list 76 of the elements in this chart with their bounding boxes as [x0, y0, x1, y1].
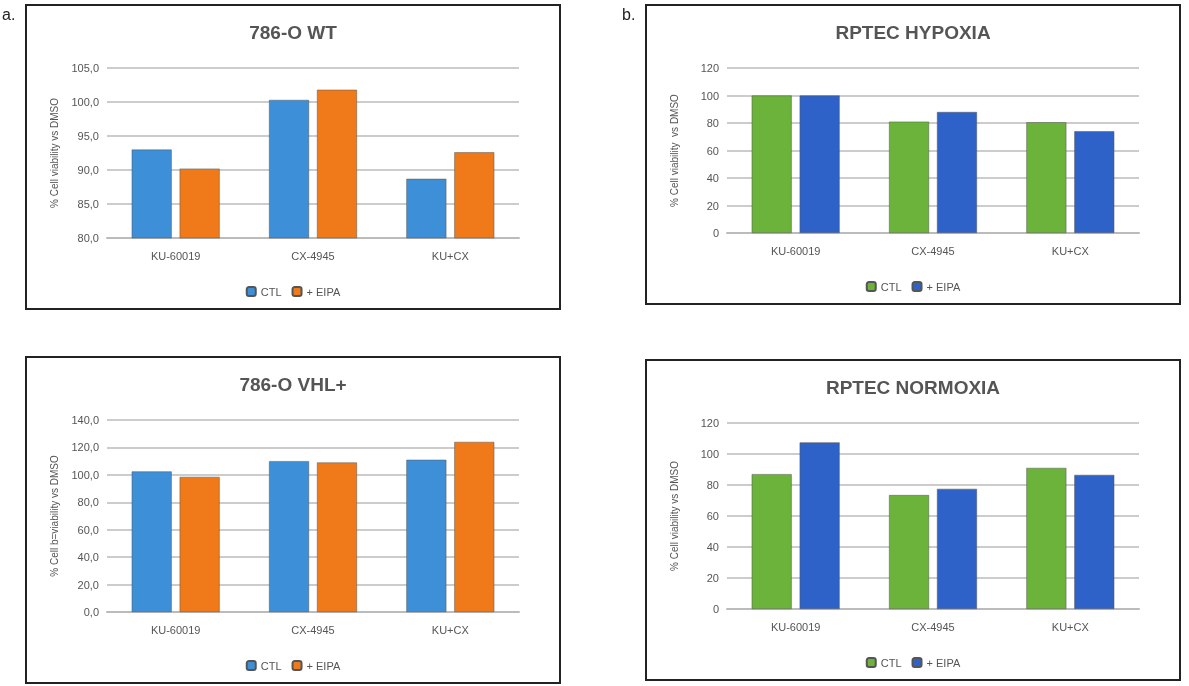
bar — [454, 441, 495, 612]
bar — [751, 95, 792, 233]
x-tick-label: KU+CX — [1051, 244, 1090, 257]
bar — [751, 474, 792, 609]
bar — [937, 112, 977, 233]
y-tick-label: 0 — [712, 227, 719, 239]
legend-label: + EIPA — [926, 656, 961, 669]
y-tick-label: 140,0 — [71, 414, 99, 426]
bar — [889, 121, 929, 233]
legend-label: + EIPA — [306, 659, 341, 672]
x-tick-label: KU+CX — [1051, 620, 1090, 633]
legend-label: CTL — [260, 659, 282, 672]
bar — [1074, 131, 1115, 233]
x-tick-label: CX-4945 — [911, 244, 955, 257]
x-tick-label: KU-60019 — [770, 244, 821, 257]
y-tick-label: 20 — [706, 572, 719, 584]
y-tick-label: 40 — [706, 172, 719, 184]
legend-label: + EIPA — [926, 280, 961, 293]
y-tick-label: 80,0 — [77, 496, 99, 509]
y-tick-label: 80 — [706, 117, 719, 129]
y-axis-title: % Cell viability vs DMSO — [668, 93, 680, 207]
bar — [799, 442, 840, 609]
y-tick-label: 100,0 — [71, 468, 99, 481]
legend-label: CTL — [880, 656, 902, 669]
bar — [799, 95, 840, 233]
y-tick-label: 100 — [700, 448, 719, 460]
y-axis-title: % Cell viability vs DMSO — [48, 97, 60, 209]
chart-title: 786-O VHL+ — [239, 374, 347, 395]
x-tick-label: CX-4945 — [911, 620, 955, 633]
y-tick-label: 60 — [706, 144, 719, 157]
y-tick-label: 0 — [712, 603, 719, 615]
y-tick-label: 85,0 — [77, 198, 99, 210]
y-tick-label: 120 — [700, 417, 719, 429]
y-tick-label: 95,0 — [77, 130, 99, 142]
x-tick-label: CX-4945 — [291, 249, 335, 262]
y-tick-label: 60,0 — [77, 523, 99, 536]
y-tick-label: 100 — [700, 89, 719, 102]
chart-title: 786-O WT — [249, 22, 338, 43]
y-tick-label: 100,0 — [71, 96, 99, 108]
x-tick-label: KU-60019 — [150, 249, 201, 262]
bar — [1026, 122, 1067, 233]
bar — [1074, 474, 1115, 609]
y-tick-label: 90,0 — [77, 164, 99, 176]
chart-title: RPTEC HYPOXIA — [835, 22, 991, 43]
y-axis-title: % Cell viability vs DMSO — [668, 460, 680, 572]
legend-label: + EIPA — [306, 285, 341, 298]
y-tick-label: 40,0 — [77, 551, 99, 564]
legend-label: CTL — [880, 280, 902, 293]
legend-label: CTL — [260, 285, 282, 298]
y-tick-label: 105,0 — [71, 62, 99, 74]
x-tick-label: KU-60019 — [770, 620, 821, 633]
y-axis-title: % Cell b=viability vs DMSO — [48, 455, 60, 577]
bar — [179, 476, 220, 612]
x-tick-label: CX-4945 — [291, 623, 335, 636]
y-tick-label: 40 — [706, 541, 719, 553]
bar — [269, 461, 309, 612]
y-tick-label: 80,0 — [77, 232, 99, 244]
x-tick-label: KU-60019 — [150, 623, 201, 636]
bar — [889, 495, 929, 609]
y-tick-label: 20 — [706, 199, 719, 212]
chart-title: RPTEC NORMOXIA — [825, 377, 1001, 398]
y-tick-label: 20,0 — [77, 578, 99, 591]
y-tick-label: 80 — [706, 479, 719, 491]
x-tick-label: KU+CX — [431, 249, 470, 262]
bar — [406, 459, 447, 612]
y-tick-label: 60 — [706, 510, 719, 522]
bar — [937, 488, 977, 609]
x-tick-label: KU+CX — [431, 623, 470, 636]
y-tick-label: 120,0 — [71, 441, 99, 454]
text: a. — [2, 6, 16, 24]
y-tick-label: 0,0 — [83, 606, 99, 618]
bar — [1026, 467, 1067, 609]
bar — [317, 462, 357, 612]
y-tick-label: 120 — [700, 62, 719, 74]
bar — [131, 471, 172, 612]
text: b. — [622, 6, 636, 24]
